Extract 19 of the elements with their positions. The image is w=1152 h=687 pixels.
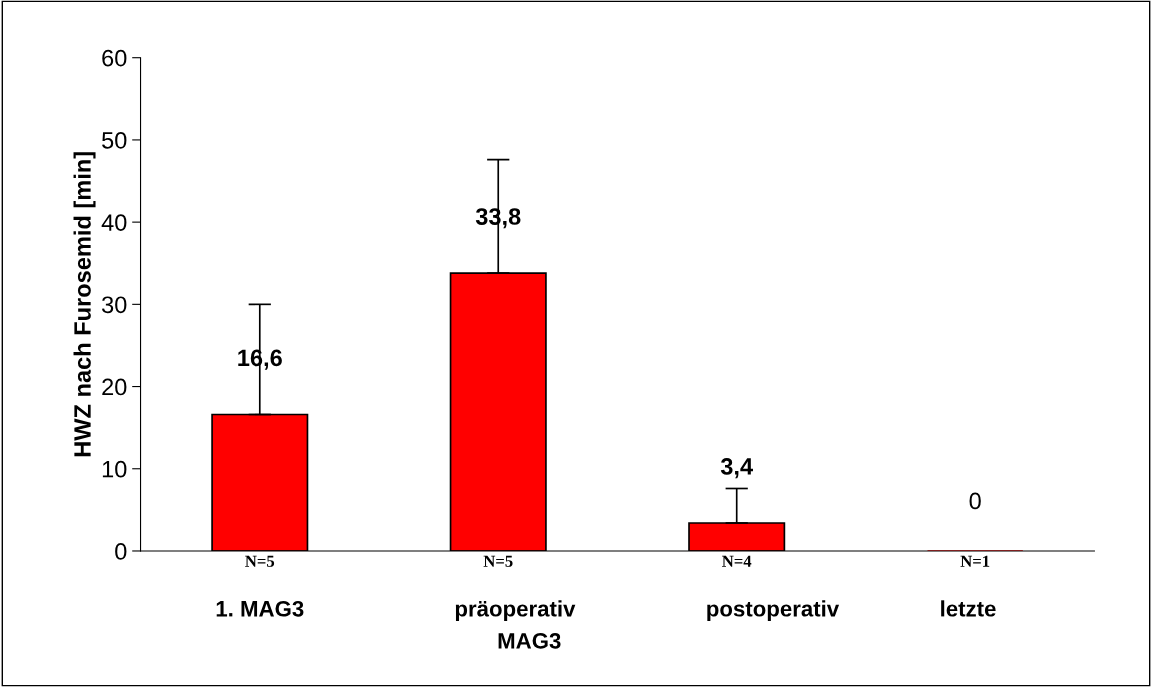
y-axis-title: HWZ nach Furosemid [min]	[73, 152, 96, 457]
data-label: 0	[969, 492, 981, 510]
y-tick-label: 10	[102, 460, 127, 478]
text: MAG3	[498, 632, 561, 649]
y-tick-label: 0	[115, 543, 127, 560]
y-tick-label: 50	[102, 131, 127, 149]
y-tick-label: 30	[101, 296, 127, 314]
x-tick-label: N=1	[960, 555, 990, 567]
data-label: 3,4	[720, 458, 753, 479]
x-tick-label: N=5	[483, 555, 513, 567]
y-tick-label: 60	[102, 49, 127, 67]
x-tick-label: N=4	[722, 555, 752, 567]
y-tick-label: 40	[101, 214, 127, 231]
y-tick-label: 20	[102, 378, 127, 396]
text: letzte	[941, 600, 996, 617]
text: postoperativ	[707, 600, 840, 622]
x-tick-label: N=5	[245, 555, 275, 567]
text: 1. MAG3	[216, 600, 304, 617]
text: präoperativ	[455, 600, 576, 622]
